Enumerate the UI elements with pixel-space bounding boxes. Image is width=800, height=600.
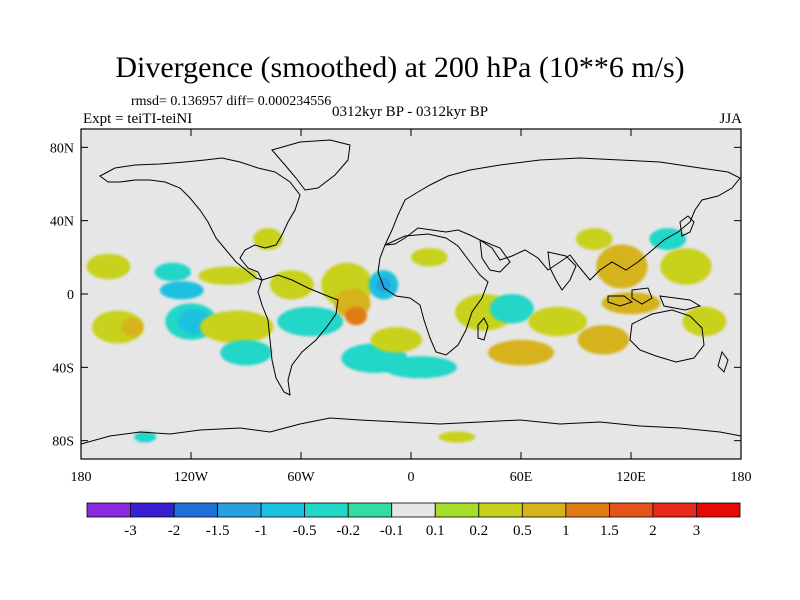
colorbar: -3 -2 -1.5 -1 -0.5 -0.2 -0.1 0.1 0.2 0.5 1 1.5 2 3 (86, 502, 741, 539)
colorbar-label: -2 (168, 523, 181, 539)
x-tick-label: 120E (616, 470, 646, 485)
field-blob (269, 270, 314, 300)
x-tick-label: 180 (731, 470, 752, 485)
chart-title: Divergence (smoothed) at 200 hPa (10**6 … (115, 51, 685, 84)
x-tick-label: 180 (71, 470, 92, 485)
field-blob (86, 253, 131, 280)
colorbar-label: 0.5 (513, 523, 532, 539)
field-blob (198, 266, 257, 285)
field-blob (576, 228, 613, 250)
colorbar-swatch (347, 502, 393, 518)
colorbar-swatch (521, 502, 567, 518)
colorbar-swatch (217, 502, 262, 518)
colorbar-label: -3 (124, 523, 137, 539)
axis-ticks: 180 120W 60W 0 60E 120E 180 80N 40N 0 40S 80S (50, 129, 752, 485)
field-blob (411, 248, 448, 267)
y-tick-label: 40S (52, 361, 74, 376)
colorbar-label: 3 (693, 523, 701, 539)
colorbar-swatch (652, 502, 697, 518)
field-blob (154, 262, 191, 282)
field-blob (200, 310, 274, 344)
field-blob (488, 339, 554, 366)
colorbar-label: 2 (649, 523, 657, 539)
field-blob (253, 228, 283, 250)
colorbar-swatch (696, 502, 741, 518)
field-blob (601, 292, 661, 315)
y-tick-label: 0 (67, 288, 74, 303)
colorbar-label: -0.2 (336, 523, 360, 539)
field-blob (220, 339, 272, 366)
colorbar-label: 1 (562, 523, 570, 539)
field-blob (682, 306, 727, 337)
experiment-label: Expt = teiTI-teiNI (83, 111, 193, 127)
x-tick-label: 60E (510, 470, 533, 485)
field-blob (596, 244, 648, 289)
colorbar-label: 1.5 (600, 523, 619, 539)
colorbar-swatch (565, 502, 610, 518)
field-blob (376, 277, 391, 293)
field-blob (370, 327, 422, 353)
field-blob (649, 228, 686, 250)
x-tick-label: 120W (174, 470, 209, 485)
field-blob (121, 317, 144, 337)
field-blob (134, 431, 157, 443)
coastlines (81, 139, 741, 445)
field-blob (383, 356, 457, 379)
y-tick-label: 40N (50, 215, 74, 230)
y-tick-label: 80N (50, 141, 74, 156)
field-blob (489, 294, 534, 324)
colorbar-label: -0.1 (380, 523, 404, 539)
x-tick-label: 0 (408, 470, 415, 485)
colorbar-label: 0.2 (469, 523, 488, 539)
colorbar-swatch (609, 502, 654, 518)
colorbar-swatch (478, 502, 523, 518)
field-blob (438, 431, 476, 443)
field-blob (577, 325, 630, 355)
colorbar-swatch (173, 502, 219, 518)
colorbar-swatch (260, 502, 306, 518)
divergence-field (86, 228, 727, 443)
y-tick-label: 80S (52, 435, 74, 450)
field-blob (277, 306, 344, 337)
field-blob (159, 281, 204, 300)
colorbar-swatch (130, 502, 175, 518)
colorbar-label: -1.5 (206, 523, 230, 539)
season-label: JJA (719, 111, 742, 127)
field-blob (660, 248, 712, 285)
colorbar-label: 0.1 (426, 523, 445, 539)
field-blob (345, 306, 367, 326)
colorbar-swatch (391, 502, 436, 518)
colorbar-swatch (86, 502, 131, 518)
stats-text: rmsd= 0.136957 diff= 0.000234556 (131, 94, 332, 109)
x-tick-label: 60W (287, 470, 315, 485)
period-label: 0312kyr BP - 0312kyr BP (331, 104, 489, 120)
colorbar-swatch (304, 502, 349, 518)
field-blob (528, 306, 587, 337)
colorbar-label: -1 (255, 523, 268, 539)
colorbar-swatch (434, 502, 480, 518)
colorbar-label: -0.5 (293, 523, 317, 539)
